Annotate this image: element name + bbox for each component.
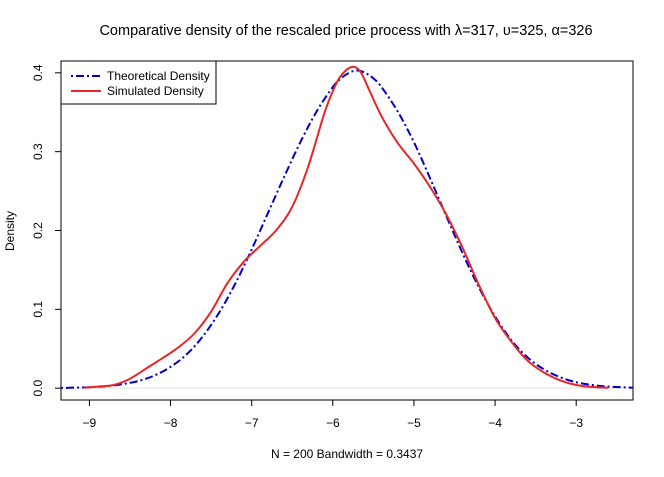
series-line-simulated — [83, 65, 609, 389]
x-axis: −9 −8 −7 −6 −5 −4 −3 — [83, 400, 583, 430]
y-axis-label: Density — [3, 211, 17, 251]
x-tick-label: −6 — [326, 416, 340, 430]
x-axis-label: N = 200 Bandwidth = 0.3437 — [271, 447, 423, 461]
series-line-theoretical — [60, 69, 634, 389]
chart-title: Comparative density of the rescaled pric… — [99, 23, 592, 39]
y-tick-label: 0.2 — [31, 222, 45, 239]
y-tick-label: 0.4 — [31, 64, 45, 81]
y-tick-label: 0.3 — [31, 143, 45, 160]
x-tick-label: −5 — [407, 416, 421, 430]
x-tick-label: −9 — [83, 416, 97, 430]
series-layer — [60, 65, 634, 389]
x-tick-label: −3 — [569, 416, 583, 430]
legend-label-simulated: Simulated Density — [107, 84, 204, 98]
x-tick-label: −8 — [164, 416, 178, 430]
legend-label-theoretical: Theoretical Density — [107, 69, 210, 83]
y-axis: 0.0 0.1 0.2 0.3 0.4 — [31, 64, 61, 397]
legend-box — [60, 60, 217, 105]
x-tick-label: −7 — [245, 416, 259, 430]
x-tick-label: −4 — [488, 416, 502, 430]
legend: Theoretical Density Simulated Density — [60, 60, 217, 105]
plot-frame — [60, 60, 634, 401]
y-tick-label: 0.0 — [31, 380, 45, 397]
y-tick-label: 0.1 — [31, 301, 45, 318]
